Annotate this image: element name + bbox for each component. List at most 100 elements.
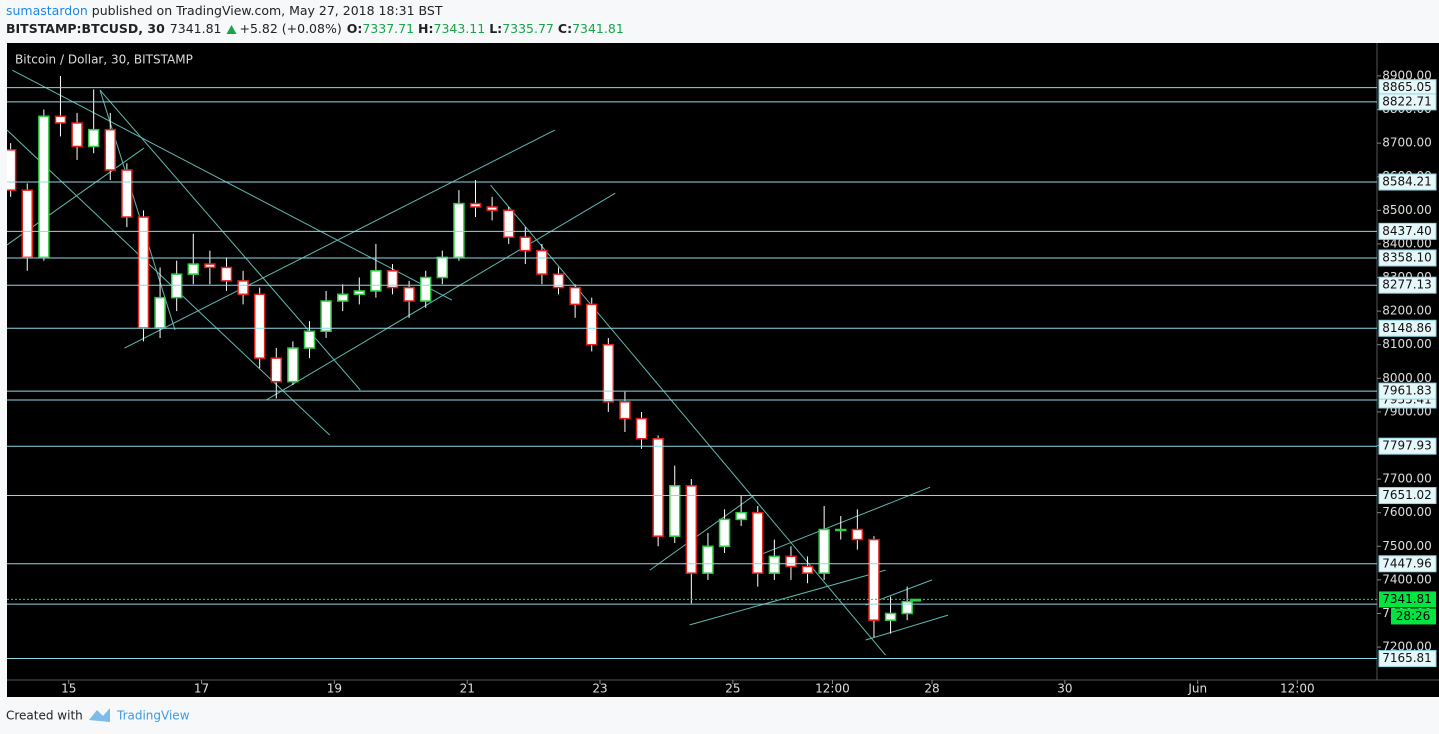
- candle-body: [901, 600, 913, 615]
- open-label: O:: [347, 21, 363, 36]
- candle-body: [386, 270, 399, 289]
- candle-body: [21, 189, 33, 259]
- trend-line: [124, 129, 556, 349]
- y-tick-label: 8400.00: [1382, 236, 1432, 250]
- candle-body: [486, 206, 498, 212]
- candle-body: [752, 511, 764, 574]
- candle-body: [137, 216, 150, 329]
- candle-body: [38, 115, 50, 259]
- candle-body: [336, 293, 349, 302]
- countdown-box: [1391, 608, 1436, 625]
- candle-body: [685, 485, 698, 574]
- candle-body: [419, 276, 432, 302]
- candle-body: [702, 545, 714, 574]
- y-tick-label: 8100.00: [1382, 337, 1432, 351]
- level-label-box: [1378, 555, 1437, 573]
- candle-body: [403, 286, 415, 302]
- candle-body: [71, 122, 83, 148]
- level-label: 7961.83: [1382, 384, 1432, 398]
- candle-body: [121, 169, 133, 218]
- level-label: 8358.10: [1382, 250, 1432, 264]
- trend-line: [490, 184, 886, 656]
- level-label: 8437.40: [1382, 224, 1432, 238]
- level-label: 7447.96: [1382, 556, 1432, 570]
- x-tick-label: 17: [194, 682, 209, 696]
- level-label-box: [1378, 382, 1437, 400]
- candle-body: [801, 565, 814, 574]
- candle-body: [7, 149, 17, 191]
- level-label-box: [1378, 93, 1437, 111]
- high-value: 7343.11: [434, 21, 486, 36]
- candle-body: [585, 303, 598, 346]
- x-tick-label: 23: [592, 682, 607, 696]
- candle-body: [718, 518, 731, 548]
- countdown: 28:26: [1396, 609, 1431, 623]
- level-label: 8148.86: [1382, 321, 1432, 335]
- candle-body: [868, 538, 880, 621]
- x-tick-label: 19: [327, 682, 342, 696]
- last-price: 7341.81: [170, 21, 222, 36]
- candle-body: [436, 256, 449, 279]
- x-tick-label: Jun: [1187, 682, 1207, 696]
- x-tick-label: 15: [61, 682, 76, 696]
- author[interactable]: sumastardon: [6, 3, 88, 18]
- candle-body: [602, 343, 615, 403]
- candle-body: [635, 417, 648, 440]
- x-tick-label: 30: [1057, 682, 1072, 696]
- candle-body: [270, 357, 283, 383]
- candle-body: [552, 273, 565, 289]
- level-label-box: [1378, 487, 1437, 505]
- candle-body: [502, 209, 515, 238]
- y-tick-label: 8700.00: [1382, 136, 1432, 150]
- candle-body: [569, 286, 581, 306]
- candle-body: [370, 270, 382, 292]
- candle-body: [669, 485, 681, 537]
- level-label: 8865.05: [1382, 80, 1432, 94]
- x-tick-label: 12:00: [1280, 682, 1315, 696]
- header-line: sumastardon published on TradingView.com,…: [6, 3, 443, 18]
- candle-body: [519, 236, 532, 252]
- y-tick-label: 8200.00: [1382, 304, 1432, 318]
- x-tick-label: 28: [924, 682, 939, 696]
- x-tick-label: 25: [725, 682, 740, 696]
- level-label-box: [1378, 437, 1437, 455]
- footer-created: Created with: [6, 709, 83, 723]
- last-price-label: 7341.81: [1382, 592, 1432, 606]
- level-label: 8277.13: [1382, 278, 1432, 292]
- candle-body: [87, 128, 100, 148]
- up-arrow: [226, 25, 237, 34]
- x-tick-label: 21: [460, 682, 475, 696]
- candle-body: [619, 401, 631, 420]
- footer-brand[interactable]: TradingView: [116, 709, 190, 723]
- trend-line: [689, 569, 886, 626]
- candle-body: [187, 263, 200, 275]
- candle-body: [735, 511, 747, 521]
- y-tick-label: 7400.00: [1382, 572, 1432, 586]
- candle-body: [220, 266, 233, 282]
- candle-body: [453, 202, 465, 259]
- candle-body: [768, 555, 781, 574]
- level-label-box: [1378, 276, 1437, 294]
- candle-body: [104, 128, 116, 171]
- open-value: 7337.71: [362, 21, 414, 36]
- low-label: L:: [489, 21, 502, 36]
- candle-body: [154, 296, 166, 329]
- level-label: 7651.02: [1382, 488, 1432, 502]
- candle-body: [652, 438, 664, 537]
- y-tick-label: 8900.00: [1382, 68, 1432, 82]
- candle-body: [303, 330, 316, 349]
- level-label: 8822.71: [1382, 94, 1432, 108]
- plot-group: [7, 69, 949, 656]
- published: published on TradingView.com, May 27, 20…: [92, 3, 443, 18]
- candle-body: [237, 280, 249, 296]
- level-label-box: [1378, 319, 1437, 337]
- logo[interactable]: [89, 708, 110, 722]
- candle-body: [320, 300, 332, 333]
- y-tick-label: 8500.00: [1382, 203, 1432, 217]
- level-label-box: [1378, 249, 1437, 267]
- level-label: 7165.81: [1382, 651, 1432, 665]
- candle-body: [469, 202, 482, 208]
- candle-body: [851, 528, 864, 541]
